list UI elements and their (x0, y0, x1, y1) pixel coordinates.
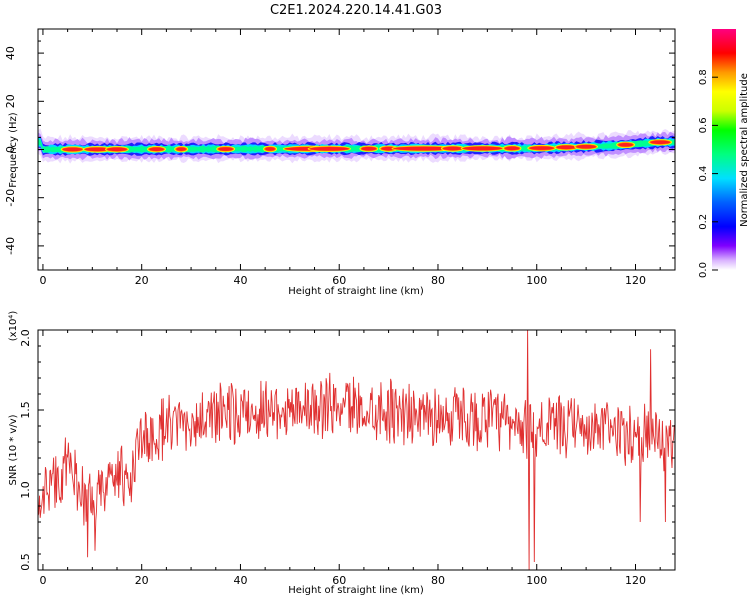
bottom-y-tick-label: 1.0 (19, 481, 32, 499)
colorbar-tick-label: 0.0 (698, 262, 709, 278)
bottom-y-multiplier: (x10⁴) (8, 311, 19, 342)
heatmap-hot-red (149, 147, 164, 152)
top-x-tick-label: 80 (431, 274, 445, 287)
bottom-x-tick-label: 20 (135, 574, 149, 587)
snr-panel: 0 20 40 60 80 100 120 0.5 1.0 1.5 2.0 Height of s… (8, 311, 676, 596)
top-x-tick-label: 20 (135, 274, 149, 287)
heatmap-hot-red (462, 146, 503, 151)
top-y-tick-label: 40 (4, 46, 17, 60)
bottom-x-tick-label: 80 (431, 574, 445, 587)
bottom-x-tick-label: 0 (39, 574, 46, 587)
top-x-tick-label: 100 (526, 274, 547, 287)
heatmap-hot-red (84, 147, 110, 152)
colorbar-tick-label: 0.2 (698, 214, 709, 230)
bottom-plot-frame (37, 329, 676, 571)
top-x-axis-label: Height of straight line (km) (288, 286, 424, 297)
colorbar: 0.0 0.2 0.4 0.6 0.8 Normalized spectral ampl… (698, 29, 750, 278)
heatmap-hot-red (504, 146, 520, 151)
heatmap-hot-red (62, 147, 83, 152)
spectrogram-panel: 0 20 40 60 80 100 120 -40 -20 0 20 40 Height of st… (4, 28, 676, 297)
heatmap-hot-red (576, 144, 596, 149)
bottom-x-tick-label: 120 (625, 574, 646, 587)
bottom-x-tick-label: 40 (233, 574, 247, 587)
heatmap-hot-red (361, 146, 377, 151)
heatmap-hot-red (265, 147, 276, 151)
top-x-tick-label: 40 (233, 274, 247, 287)
colorbar-tick-label: 0.8 (698, 69, 709, 85)
bottom-y-tick-label: 1.5 (19, 401, 32, 419)
colorbar-tick-label: 0.6 (698, 117, 709, 133)
heatmap-hot-red (650, 140, 671, 145)
bottom-y-tick-label: 0.5 (19, 553, 32, 571)
snr-series-line (38, 330, 675, 570)
bottom-y-tick-label: 2.0 (19, 329, 32, 347)
heatmap-hot-red (218, 147, 234, 151)
top-y-axis-label: Frequency (Hz) (8, 112, 19, 188)
heatmap-hot-red (529, 146, 555, 150)
bottom-x-tick-label: 100 (526, 574, 547, 587)
heatmap-hot-red (309, 147, 350, 151)
heatmap-hot-red (556, 145, 577, 150)
heatmap-hot-red (381, 146, 397, 151)
heatmap-band (38, 128, 675, 164)
figure-title: C2E1.2024.220.14.41.G03 (270, 3, 442, 18)
colorbar-tick-label: 0.4 (698, 166, 709, 182)
bottom-y-axis: 0.5 1.0 1.5 2.0 (19, 329, 675, 571)
heatmap-hot-red (393, 146, 453, 151)
colorbar-ticks: 0.0 0.2 0.4 0.6 0.8 (698, 69, 718, 278)
top-y-tick-label: -40 (4, 237, 17, 255)
top-y-tick-label: 20 (4, 94, 17, 108)
top-y-tick-label: -20 (4, 189, 17, 207)
colorbar-gradient (712, 29, 736, 270)
bottom-x-axis-label: Height of straight line (km) (288, 585, 424, 596)
top-x-tick-label: 120 (625, 274, 646, 287)
top-y-axis: -40 -20 0 20 40 (4, 40, 675, 259)
top-y-tick-label: 0 (4, 146, 17, 153)
heatmap-hot-red (618, 143, 634, 147)
heatmap-hot-red (176, 147, 187, 151)
top-x-tick-label: 60 (332, 274, 346, 287)
bottom-y-axis-label: SNR (10 * v/v) (8, 414, 19, 485)
bottom-x-tick-label: 60 (332, 574, 346, 587)
colorbar-label: Normalized spectral amplitude (739, 73, 750, 227)
top-x-tick-label: 0 (39, 274, 46, 287)
heatmap-hot-red (107, 147, 127, 152)
heatmap-hot-red (442, 146, 463, 151)
top-x-axis: 0 20 40 60 80 100 120 (39, 29, 661, 287)
bottom-x-axis: 0 20 40 60 80 100 120 (39, 330, 661, 587)
